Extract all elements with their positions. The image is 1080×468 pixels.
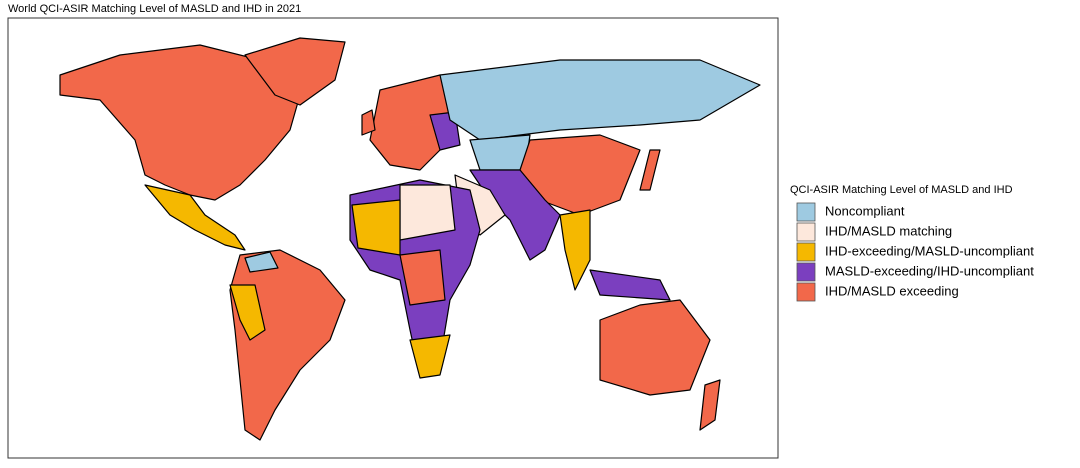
south-america	[229, 249, 346, 441]
legend-label: MASLD-exceeding/IHD-uncompliant	[825, 263, 1034, 278]
central-africa	[399, 249, 446, 306]
new-zealand	[699, 379, 721, 431]
legend: Noncompliant IHD/MASLD matching IHD-exceed…	[796, 202, 1034, 302]
central-asia	[469, 134, 531, 171]
legend-swatch	[796, 202, 816, 222]
world-map	[59, 37, 761, 441]
legend-swatch	[796, 242, 816, 262]
japan	[639, 149, 661, 191]
legend-label: IHD/MASLD exceeding	[825, 283, 959, 298]
legend-swatch	[796, 262, 816, 282]
legend-title: QCI-ASIR Matching Level of MASLD and IHD	[790, 184, 1013, 196]
central-america	[144, 184, 246, 251]
sahel	[351, 199, 401, 256]
legend-label: Noncompliant	[825, 203, 905, 218]
uk	[361, 109, 376, 136]
indonesia	[589, 269, 671, 301]
legend-swatch	[796, 282, 816, 302]
greenland	[244, 37, 346, 106]
legend-label: IHD-exceeding/MASLD-uncompliant	[825, 243, 1034, 258]
north-america	[59, 44, 301, 201]
venezuela	[244, 251, 279, 273]
andes	[229, 284, 266, 341]
legend-label: IHD/MASLD matching	[825, 223, 952, 238]
map-title: World QCI-ASIR Matching Level of MASLD a…	[8, 3, 301, 15]
southeast-asia	[559, 209, 591, 291]
north-africa	[399, 184, 456, 241]
australia	[599, 299, 711, 396]
southern-africa	[409, 334, 451, 379]
russia	[439, 59, 761, 141]
legend-swatch	[796, 222, 816, 242]
